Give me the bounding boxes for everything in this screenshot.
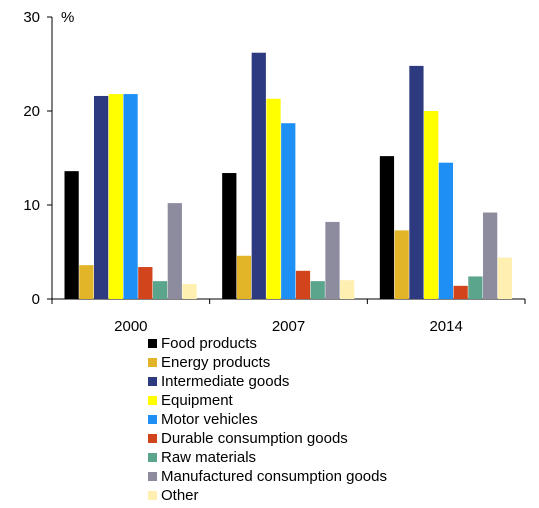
bars [64,52,512,300]
bar [325,221,340,299]
bar [468,276,483,299]
legend-label: Durable consumption goods [161,430,348,447]
legend-item: Equipment [148,391,387,410]
bar [483,212,498,299]
legend-item: Other [148,486,387,505]
legend-label: Equipment [161,392,233,409]
bar [266,98,281,299]
legend-swatch [148,434,157,443]
legend-item: Food products [148,334,387,353]
legend-label: Motor vehicles [161,411,258,428]
bar [340,280,355,299]
legend-swatch [148,396,157,405]
bar [93,95,109,300]
bar [497,257,512,299]
legend-swatch [148,415,157,424]
legend-label: Manufactured consumption goods [161,468,387,485]
y-tick-label: 30 [23,9,40,26]
y-axis: 0 10 20 30 [23,9,53,308]
y-tick-label: 0 [32,291,40,308]
x-tick-label: 2014 [429,318,462,335]
bar [79,265,94,299]
legend-label: Other [161,487,199,504]
bar [379,156,395,299]
bar [409,65,424,299]
legend-swatch [148,472,157,481]
x-tick-label: 2007 [272,318,305,335]
bar [424,111,439,299]
y-unit-label: % [61,9,74,26]
bar [108,94,123,299]
bar [438,162,454,299]
y-tick-label: 10 [23,197,40,214]
legend-item: Durable consumption goods [148,429,387,448]
x-tick-label: 2000 [114,318,147,335]
legend: Food products Energy products Intermediate… [148,334,387,505]
x-axis: 2000 2007 2014 [51,298,526,335]
bar [152,281,168,299]
legend-label: Intermediate goods [161,373,290,390]
legend-swatch [148,339,157,348]
legend-label: Food products [161,335,257,352]
legend-swatch [148,377,157,386]
legend-item: Manufactured consumption goods [148,467,387,486]
bar [182,283,197,299]
bar [281,123,296,299]
legend-swatch [148,358,157,367]
legend-swatch [148,453,157,462]
bar [138,267,153,299]
bar [394,230,409,299]
bar [123,94,138,299]
bar [251,52,266,299]
legend-item: Energy products [148,353,387,372]
bar [167,203,182,299]
bar [453,285,468,299]
legend-item: Motor vehicles [148,410,387,429]
bar [295,270,311,299]
legend-item: Intermediate goods [148,372,387,391]
legend-item: Raw materials [148,448,387,467]
y-tick-label: 20 [23,103,40,120]
bar [236,255,252,299]
legend-label: Raw materials [161,449,257,466]
legend-swatch [148,491,157,500]
bar [310,281,325,299]
legend-label: Energy products [161,354,271,371]
bar [64,171,79,299]
bar [222,173,237,299]
